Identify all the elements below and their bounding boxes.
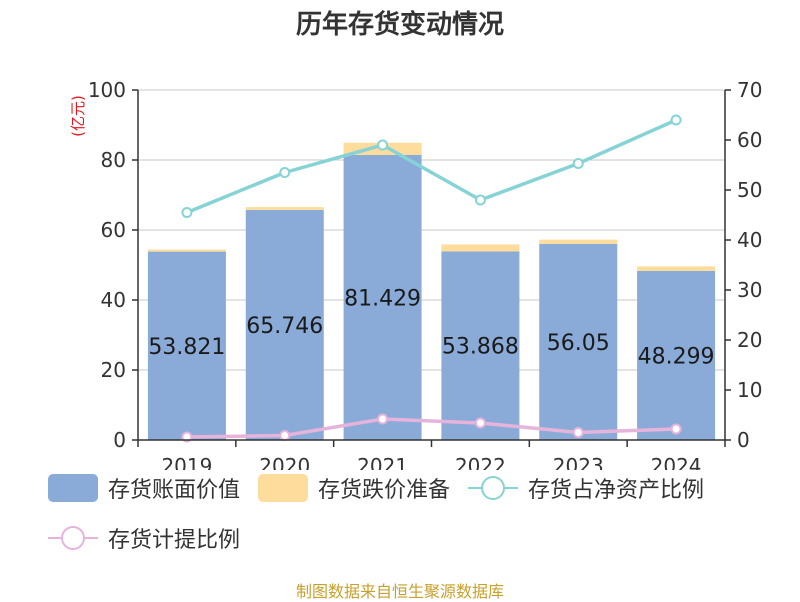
legend-item-book-value[interactable]: 存货账面价值 bbox=[48, 472, 240, 504]
x-tick-label: 2019 bbox=[161, 454, 212, 470]
line-provision-ratio-point bbox=[279, 430, 291, 441]
line-provision-ratio-point bbox=[377, 413, 389, 425]
bar-book-value bbox=[637, 270, 716, 440]
x-tick-label: 2021 bbox=[357, 454, 408, 470]
legend-item-provision[interactable]: 存货跌价准备 bbox=[258, 472, 450, 504]
right-tick-label: 10 bbox=[737, 378, 762, 402]
legend-item-net-asset-ratio[interactable]: 存货占净资产比例 bbox=[468, 472, 704, 504]
book-value-swatch bbox=[48, 474, 98, 502]
line-provision-ratio-point bbox=[572, 427, 584, 438]
line-provision-ratio-point bbox=[474, 417, 486, 429]
bar-book-value bbox=[245, 209, 324, 440]
legend-line-marker bbox=[61, 526, 85, 550]
right-tick-label: 40 bbox=[737, 228, 762, 252]
bar-book-value bbox=[539, 243, 618, 440]
right-tick-label: 70 bbox=[737, 78, 762, 102]
lines bbox=[181, 114, 682, 443]
line-net-asset-ratio bbox=[186, 118, 677, 215]
axes: 0 20 40 60 80 100 0 10 20 30 40 50 60 70 2019 2020 2021 2… bbox=[88, 78, 763, 470]
provision-swatch bbox=[258, 474, 309, 502]
right-tick-label: 60 bbox=[737, 128, 762, 152]
left-tick-label: 40 bbox=[101, 288, 126, 312]
net-asset-ratio-line-icon bbox=[468, 476, 519, 500]
bar-provision bbox=[147, 249, 226, 252]
line-net-asset-ratio-point bbox=[181, 207, 193, 218]
left-tick-label: 80 bbox=[101, 148, 126, 172]
left-tick-label: 20 bbox=[101, 358, 126, 382]
bar-book-value bbox=[343, 154, 422, 440]
legend-label: 存货计提比例 bbox=[108, 528, 241, 553]
bar-value-label: 81.429 bbox=[344, 286, 421, 311]
bars bbox=[147, 142, 716, 440]
legend: 存货账面价值 存货跌价准备 存货占净资产比例 存货计提比例 bbox=[48, 470, 788, 570]
legend-row-1: 存货账面价值 存货跌价准备 存货占净资产比例 bbox=[48, 470, 788, 506]
legend-item-provision-ratio[interactable]: 存货计提比例 bbox=[48, 522, 240, 554]
line-net-asset-ratio-point bbox=[377, 139, 389, 151]
bar-provision bbox=[245, 207, 324, 210]
line-net-asset-ratio-point bbox=[572, 158, 584, 169]
left-tick-label: 0 bbox=[113, 428, 126, 452]
line-net-asset-ratio-point bbox=[279, 167, 291, 178]
right-tick-label: 20 bbox=[737, 328, 762, 352]
left-tick-label: 60 bbox=[101, 218, 126, 242]
bar-value-label: 53.868 bbox=[442, 335, 519, 360]
bar-provision bbox=[539, 239, 618, 244]
legend-label: 存货账面价值 bbox=[108, 478, 241, 503]
data-labels: 53.821 65.746 81.429 53.868 56.05 48.299 bbox=[148, 286, 714, 369]
legend-label: 存货占净资产比例 bbox=[528, 478, 705, 503]
bar-book-value bbox=[147, 251, 226, 440]
right-tick-label: 50 bbox=[737, 178, 762, 202]
x-tick-label: 2023 bbox=[553, 454, 604, 470]
line-provision-ratio bbox=[186, 417, 677, 439]
right-tick-label: 30 bbox=[737, 278, 762, 302]
bar-book-value bbox=[441, 251, 520, 440]
chart-title: 历年存货变动情况 bbox=[295, 10, 504, 40]
bar-value-label: 48.299 bbox=[638, 344, 715, 369]
x-tick-label: 2020 bbox=[259, 454, 310, 470]
bar-value-label: 56.05 bbox=[547, 331, 610, 356]
bar-provision bbox=[637, 266, 716, 271]
data-source-note: 制图数据来自恒生聚源数据库 bbox=[295, 582, 504, 601]
left-axis-unit: (亿元) bbox=[69, 95, 87, 137]
line-net-asset-ratio-point bbox=[474, 194, 486, 206]
legend-line-marker bbox=[481, 476, 506, 500]
line-provision-ratio-point bbox=[670, 423, 682, 435]
line-net-asset-ratio-point bbox=[670, 114, 682, 126]
legend-label: 存货跌价准备 bbox=[318, 478, 451, 503]
bar-provision bbox=[441, 244, 520, 252]
legend-row-2: 存货计提比例 bbox=[48, 520, 788, 556]
gridlines bbox=[138, 89, 725, 371]
chart-canvas: 0 20 40 60 80 100 0 10 20 30 40 50 60 70 2019 2020 2021 2… bbox=[69, 78, 763, 470]
x-tick-label: 2022 bbox=[455, 454, 506, 470]
bar-value-label: 53.821 bbox=[148, 335, 225, 360]
bar-value-label: 65.746 bbox=[246, 314, 323, 339]
left-tick-label: 100 bbox=[88, 78, 126, 102]
provision-ratio-line-icon bbox=[48, 526, 98, 550]
right-tick-label: 0 bbox=[737, 428, 750, 452]
x-tick-label: 2024 bbox=[651, 454, 702, 470]
